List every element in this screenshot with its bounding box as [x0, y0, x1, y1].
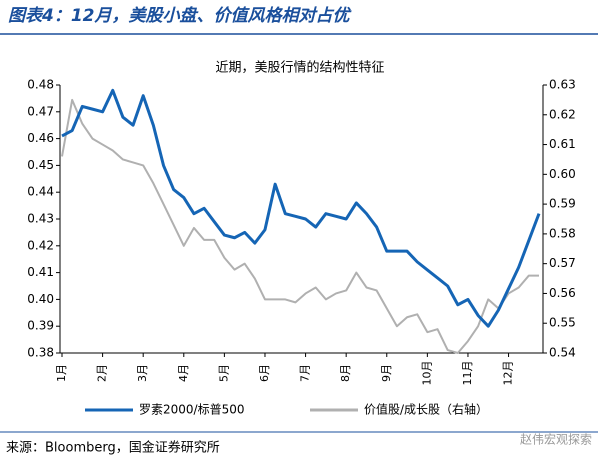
y-tick-label: 0.41 [27, 265, 54, 279]
x-tick-label: 2月 [96, 364, 109, 382]
y2-tick-label: 0.56 [549, 286, 576, 300]
source: 来源：Bloomberg，国金证券研究所 [6, 440, 220, 456]
y-tick-label: 0.39 [27, 319, 54, 333]
y2-tick-label: 0.54 [549, 346, 576, 360]
y-tick-label: 0.40 [27, 292, 54, 306]
y2-tick-label: 0.55 [549, 316, 576, 330]
x-tick-label: 1月 [55, 364, 68, 382]
x-tick-label: 3月 [136, 364, 149, 382]
y2-tick-label: 0.58 [549, 226, 576, 240]
y-tick-label: 0.42 [27, 238, 54, 252]
legend-label: 罗素2000/标普500 [139, 403, 245, 417]
series-line [61, 98, 539, 354]
y-tick-label: 0.43 [27, 212, 54, 226]
y-tick-label: 0.46 [27, 131, 54, 145]
x-tick-label: 12月 [502, 361, 515, 386]
series-line [61, 88, 541, 328]
y-tick-label: 0.45 [27, 158, 54, 172]
y-tick-label: 0.47 [27, 104, 54, 118]
y2-tick-label: 0.60 [549, 167, 576, 181]
y2-tick-label: 0.63 [549, 78, 576, 92]
y-tick-label: 0.48 [27, 78, 54, 92]
x-tick-label: 10月 [420, 361, 433, 386]
y2-tick-label: 0.61 [549, 137, 576, 151]
y2-tick-label: 0.57 [549, 256, 576, 270]
y-tick-label: 0.38 [27, 346, 54, 360]
x-tick-label: 6月 [258, 364, 271, 382]
x-tick-label: 4月 [177, 364, 190, 382]
y-tick-label: 0.44 [27, 185, 54, 199]
x-tick-label: 7月 [299, 364, 312, 382]
y2-tick-label: 0.62 [549, 107, 576, 121]
x-tick-label: 11月 [461, 361, 474, 386]
chart-title: 近期，美股行情的结构性特征 [215, 60, 384, 76]
x-tick-label: 9月 [380, 364, 393, 382]
x-tick-label: 5月 [217, 364, 230, 382]
legend-label: 价值股/成长股（右轴） [364, 402, 488, 417]
watermark: 赵伟宏观探索 [520, 432, 592, 447]
x-tick-label: 8月 [339, 364, 352, 382]
header-title: 图表4：12月，美股小盘、价值风格相对占优 [8, 6, 352, 26]
y2-tick-label: 0.59 [549, 197, 576, 211]
